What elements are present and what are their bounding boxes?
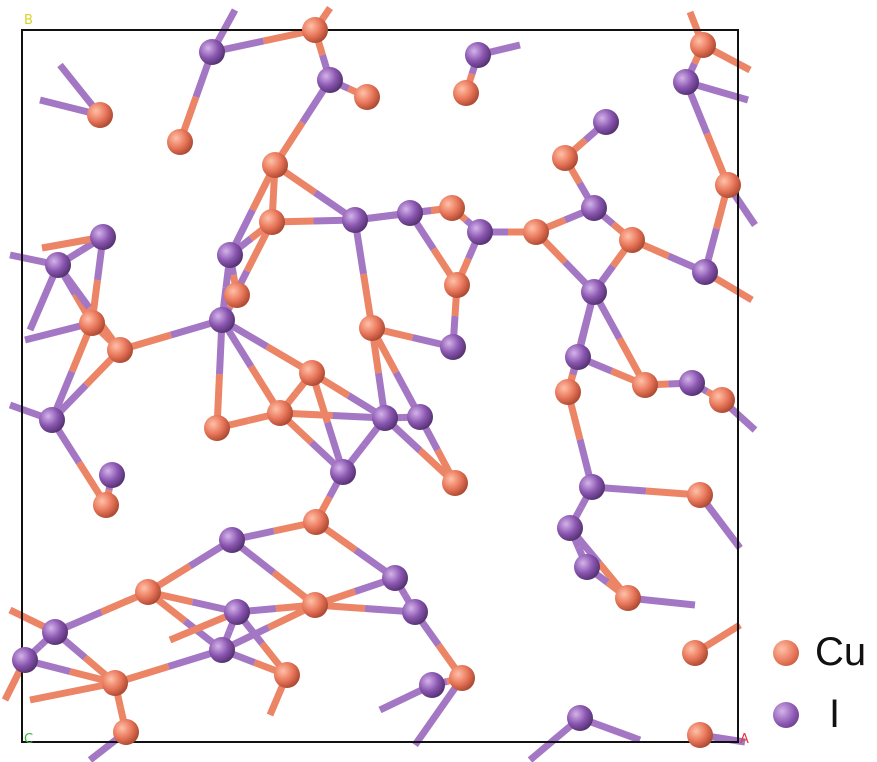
i-atom: [99, 462, 125, 488]
legend-item-cu: Cu: [773, 630, 866, 675]
cu-atom: [449, 665, 475, 691]
i-atom: [342, 207, 368, 233]
cu-atom: [690, 32, 716, 58]
i-atom: [39, 407, 65, 433]
cu-atom: [523, 219, 549, 245]
i-atom: [679, 370, 705, 396]
cu-atom: [715, 172, 741, 198]
cu-atom: [274, 662, 300, 688]
i-atom: [317, 67, 343, 93]
cu-atom: [299, 360, 325, 386]
i-atom: [574, 554, 600, 580]
cu-atom: [709, 387, 735, 413]
i-atom: [565, 344, 591, 370]
cu-atom: [439, 195, 465, 221]
i-atom: [467, 219, 493, 245]
axis-label-b: B: [24, 13, 33, 28]
cu-atom: [453, 80, 479, 106]
i-atom: [581, 195, 607, 221]
cu-atom: [93, 492, 119, 518]
i-atom: [407, 404, 433, 430]
i-atom: [382, 565, 408, 591]
cu-atom: [102, 670, 128, 696]
cu-atom: [555, 379, 581, 405]
i-atom: [397, 200, 423, 226]
legend-label-cu: Cu: [815, 630, 867, 674]
i-atom: [673, 69, 699, 95]
i-atom: [209, 637, 235, 663]
cu-atom: [113, 719, 139, 745]
i-atom: [440, 334, 466, 360]
bond: [29, 679, 116, 704]
i-atom: [199, 39, 225, 65]
cu-atom: [224, 282, 250, 308]
i-atom: [90, 224, 116, 250]
atom-layer: [12, 17, 741, 748]
crystal-structure-view: B C A: [1, 6, 758, 762]
cu-atom: [302, 592, 328, 618]
i-atom: [217, 242, 243, 268]
cu-atom: [552, 145, 578, 171]
cu-atom-swatch: [773, 639, 799, 666]
cu-atom: [262, 152, 288, 178]
i-atom: [402, 599, 428, 625]
cu-atom: [632, 372, 658, 398]
legend-item-i: I: [773, 692, 840, 737]
i-atom: [209, 307, 235, 333]
bond: [412, 675, 465, 748]
axis-label-c: C: [24, 732, 33, 747]
cu-atom: [107, 337, 133, 363]
cu-atom: [259, 209, 285, 235]
i-atom: [593, 109, 619, 135]
cu-atom: [687, 482, 713, 508]
i-atom: [581, 279, 607, 305]
i-atom: [692, 259, 718, 285]
cu-atom: [682, 640, 708, 666]
i-atom: [330, 459, 356, 485]
legend-label-i: I: [829, 692, 841, 736]
cu-atom: [135, 579, 161, 605]
cu-atom: [687, 722, 713, 748]
i-atom: [419, 672, 445, 698]
cu-atom: [167, 129, 193, 155]
i-atom: [12, 647, 38, 673]
i-atom: [579, 474, 605, 500]
cu-atom: [87, 102, 113, 128]
i-atom: [224, 599, 250, 625]
i-atom: [219, 527, 245, 553]
cu-atom: [359, 315, 385, 341]
i-atom: [567, 705, 593, 731]
i-atom: [465, 42, 491, 68]
i-atom: [45, 252, 71, 278]
axis-label-a: A: [740, 732, 749, 747]
cu-atom: [619, 227, 645, 253]
i-atom: [557, 515, 583, 541]
cu-atom: [204, 415, 230, 441]
cu-atom: [303, 509, 329, 535]
cu-atom: [302, 17, 328, 43]
i-atom: [372, 405, 398, 431]
cu-atom: [442, 470, 468, 496]
i-atom: [42, 619, 68, 645]
unit-cell-border: [21, 29, 739, 743]
cu-atom: [267, 400, 293, 426]
cu-atom: [79, 310, 105, 336]
cu-atom: [444, 272, 470, 298]
cu-atom: [615, 585, 641, 611]
i-atom-swatch: [773, 701, 799, 728]
cu-atom: [354, 84, 380, 110]
